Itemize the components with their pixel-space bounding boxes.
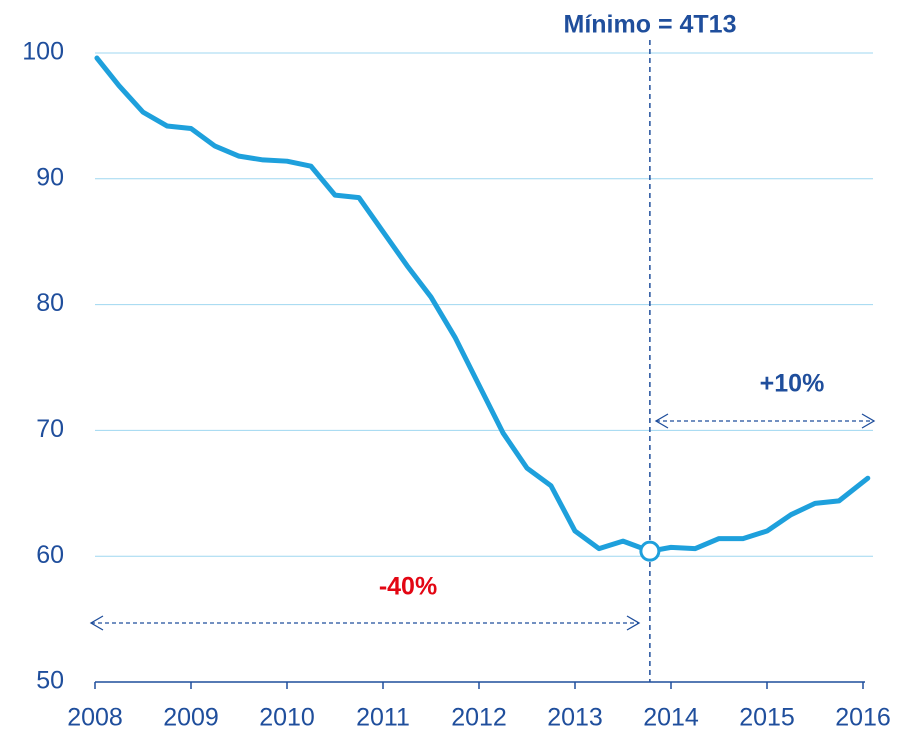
x-tick-label: 2009 <box>163 704 219 732</box>
y-tick-label: 50 <box>36 667 64 695</box>
x-tick-label: 2014 <box>643 704 699 732</box>
y-tick-label: 100 <box>22 38 64 66</box>
y-tick-label: 80 <box>36 289 64 317</box>
annotation-minimum: Mínimo = 4T13 <box>564 11 737 39</box>
x-tick-label: 2015 <box>739 704 795 732</box>
x-tick-label: 2008 <box>67 704 123 732</box>
x-tick-label: 2013 <box>547 704 603 732</box>
annotation-rise: +10% <box>760 370 825 398</box>
y-tick-label: 70 <box>36 415 64 443</box>
arrow-fall-head <box>89 615 104 631</box>
y-tick-label: 60 <box>36 541 64 569</box>
y-tick-label: 90 <box>36 163 64 191</box>
x-tick-label: 2012 <box>451 704 507 732</box>
annotation-fall: -40% <box>379 573 437 601</box>
arrow-rise-head <box>654 413 669 429</box>
data-line <box>94 55 871 554</box>
x-tick-label: 2010 <box>259 704 315 732</box>
min-point <box>639 540 661 562</box>
arrow-fall-head <box>626 615 641 631</box>
x-tick-label: 2011 <box>356 704 410 732</box>
x-tick-label: 2016 <box>835 704 891 732</box>
arrow-rise-head <box>861 413 876 429</box>
